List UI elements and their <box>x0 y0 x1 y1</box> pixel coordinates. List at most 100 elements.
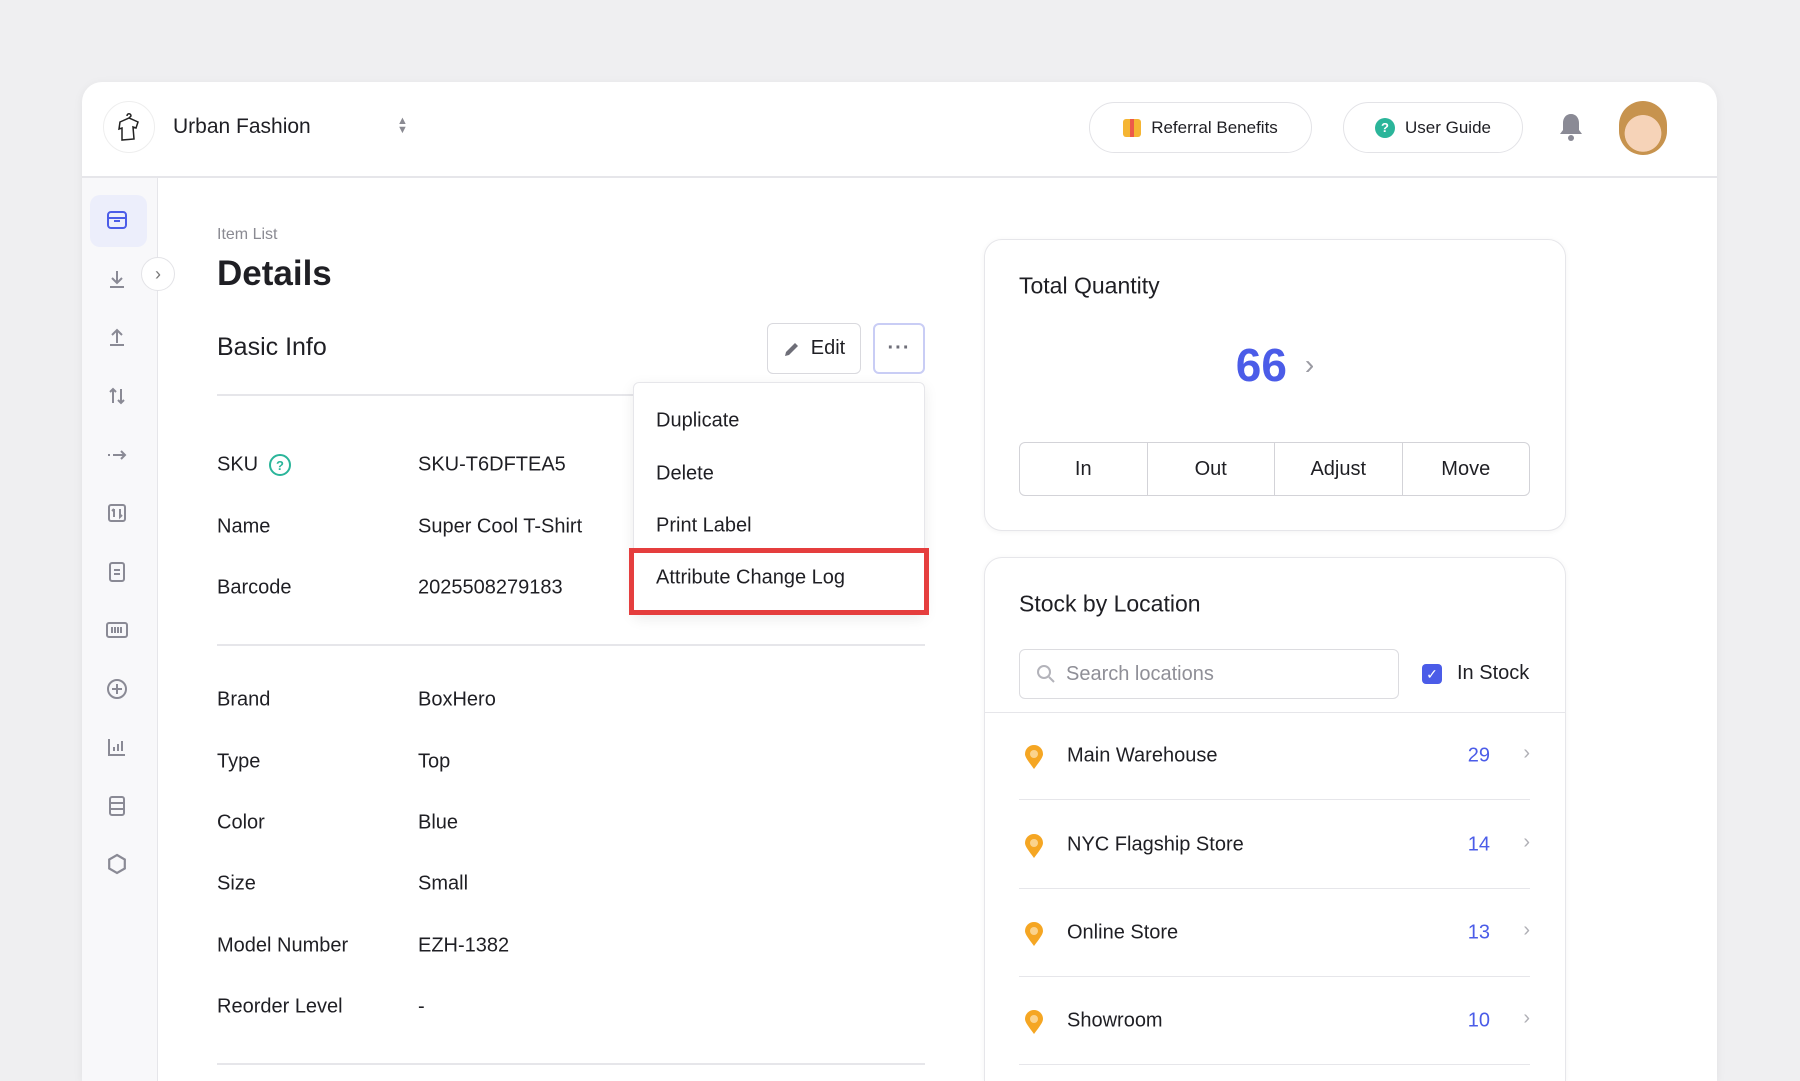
sidebar <box>82 178 158 1081</box>
store-switcher-icon[interactable]: ▲ ▼ <box>397 115 408 136</box>
user-guide-button[interactable]: ? User Guide <box>1343 102 1523 153</box>
sidebar-item-barcode[interactable] <box>105 618 129 642</box>
location-name: Showroom <box>1067 1009 1163 1031</box>
chevron-right-icon: › <box>1523 830 1530 853</box>
arrow-right-icon <box>108 450 127 460</box>
search-placeholder: Search locations <box>1066 662 1214 685</box>
location-quantity: 29 <box>1467 744 1490 766</box>
edit-label: Edit <box>810 337 846 359</box>
help-icon[interactable]: ? <box>269 454 291 476</box>
location-quantity: 13 <box>1467 921 1490 943</box>
menu-item-delete[interactable]: Delete <box>656 462 714 485</box>
edit-button[interactable]: Edit <box>767 323 861 374</box>
field-label: Size <box>217 872 256 895</box>
field-value: 2025508279183 <box>418 576 563 599</box>
more-options-button[interactable]: ··· <box>873 323 925 374</box>
search-icon <box>1037 665 1055 683</box>
app-window: Urban Fashion ▲ ▼ Referral Benefits ? Use… <box>82 82 1717 1081</box>
menu-item-attribute-change-log[interactable]: Attribute Change Log <box>656 566 846 589</box>
page-title: Details <box>217 254 332 293</box>
search-locations-input[interactable]: Search locations <box>1019 649 1399 699</box>
expand-sidebar-button[interactable]: › <box>141 257 175 291</box>
divider <box>217 394 925 396</box>
field-value: SKU-T6DFTEA5 <box>418 453 566 476</box>
sidebar-item-analytics[interactable] <box>105 735 129 759</box>
sidebar-item-add[interactable] <box>105 677 129 701</box>
help-icon: ? <box>1375 117 1395 138</box>
field-value: - <box>418 995 425 1018</box>
field-label: Color <box>217 811 265 834</box>
stock-in-button[interactable]: In <box>1020 443 1148 495</box>
gear-icon <box>108 853 126 875</box>
field-label: Brand <box>217 688 271 711</box>
breadcrumb[interactable]: Item List <box>217 226 278 243</box>
user-avatar[interactable] <box>1619 101 1667 155</box>
divider <box>217 644 925 646</box>
stock-by-location-title: Stock by Location <box>1019 590 1201 617</box>
field-value: Top <box>418 750 451 773</box>
divider <box>217 1063 925 1065</box>
bar-chart-icon <box>108 739 125 756</box>
field-value: Blue <box>418 811 459 834</box>
download-icon <box>110 271 124 288</box>
chevron-right-icon: › <box>1523 741 1530 764</box>
total-quantity-value[interactable]: 66 › <box>985 338 1565 392</box>
location-name: NYC Flagship Store <box>1067 833 1244 855</box>
plus-circle-icon <box>107 679 127 699</box>
sidebar-item-stock-out[interactable] <box>105 325 129 349</box>
sidebar-item-documents[interactable] <box>105 560 129 584</box>
sidebar-item-stock-in[interactable] <box>105 267 129 291</box>
sidebar-item-items[interactable] <box>105 208 129 232</box>
field-label: Reorder Level <box>217 995 343 1018</box>
stock-actions: In Out Adjust Move <box>1019 442 1530 496</box>
location-row[interactable]: Showroom 10 › <box>1019 977 1530 1065</box>
sidebar-item-transactions[interactable] <box>105 501 129 525</box>
in-stock-checkbox[interactable]: ✓ <box>1422 664 1442 684</box>
field-label: Barcode <box>217 576 292 599</box>
total-quantity-title: Total Quantity <box>1019 272 1160 299</box>
pencil-icon <box>784 342 798 356</box>
total-quantity-number: 66 <box>1235 339 1287 391</box>
location-pin-icon <box>1025 745 1043 769</box>
swap-vertical-icon <box>109 387 125 405</box>
location-name: Online Store <box>1067 921 1179 943</box>
store-logo[interactable] <box>103 101 155 153</box>
stock-out-button[interactable]: Out <box>1148 443 1275 495</box>
move-button[interactable]: Move <box>1441 457 1491 480</box>
location-pin-icon <box>1025 834 1043 858</box>
stock-by-location-card: Stock by Location Search locations ✓ In … <box>984 557 1566 1081</box>
user-guide-label: User Guide <box>1405 117 1491 137</box>
divider <box>985 712 1565 713</box>
menu-item-duplicate[interactable]: Duplicate <box>656 409 740 432</box>
location-row[interactable]: Main Warehouse 29 › <box>1019 712 1530 800</box>
chevron-right-icon: › <box>1523 918 1530 941</box>
database-icon <box>109 796 125 816</box>
gift-icon <box>1123 118 1142 137</box>
sidebar-item-settings[interactable] <box>105 852 129 876</box>
field-label: Model Number <box>217 934 349 957</box>
highlight-box <box>629 548 929 615</box>
sidebar-item-adjust[interactable] <box>105 384 129 408</box>
bell-icon[interactable] <box>1558 112 1584 147</box>
adjust-button[interactable]: Adjust <box>1275 443 1403 495</box>
top-bar: Urban Fashion ▲ ▼ Referral Benefits ? Use… <box>82 82 1717 178</box>
upload-icon <box>110 328 124 346</box>
box-icon <box>107 211 127 229</box>
menu-item-print-label[interactable]: Print Label <box>656 514 752 537</box>
field-value: EZH-1382 <box>418 934 510 957</box>
sidebar-item-data[interactable] <box>105 794 129 818</box>
transactions-icon <box>108 504 126 522</box>
field-value: Small <box>418 872 469 895</box>
referral-benefits-button[interactable]: Referral Benefits <box>1089 102 1312 153</box>
field-label: Name <box>217 515 271 538</box>
field-value: Super Cool T-Shirt <box>418 515 583 538</box>
total-quantity-card: Total Quantity 66 › In Out Adjust Move <box>984 239 1566 531</box>
document-icon <box>109 562 125 582</box>
location-row[interactable]: NYC Flagship Store 14 › <box>1019 801 1530 889</box>
field-label: SKU <box>217 453 259 476</box>
location-row[interactable]: Online Store 13 › <box>1019 889 1530 977</box>
in-stock-label[interactable]: In Stock <box>1457 662 1530 684</box>
barcode-icon <box>106 622 128 638</box>
sidebar-item-move[interactable] <box>105 443 129 467</box>
referral-label: Referral Benefits <box>1151 117 1278 137</box>
